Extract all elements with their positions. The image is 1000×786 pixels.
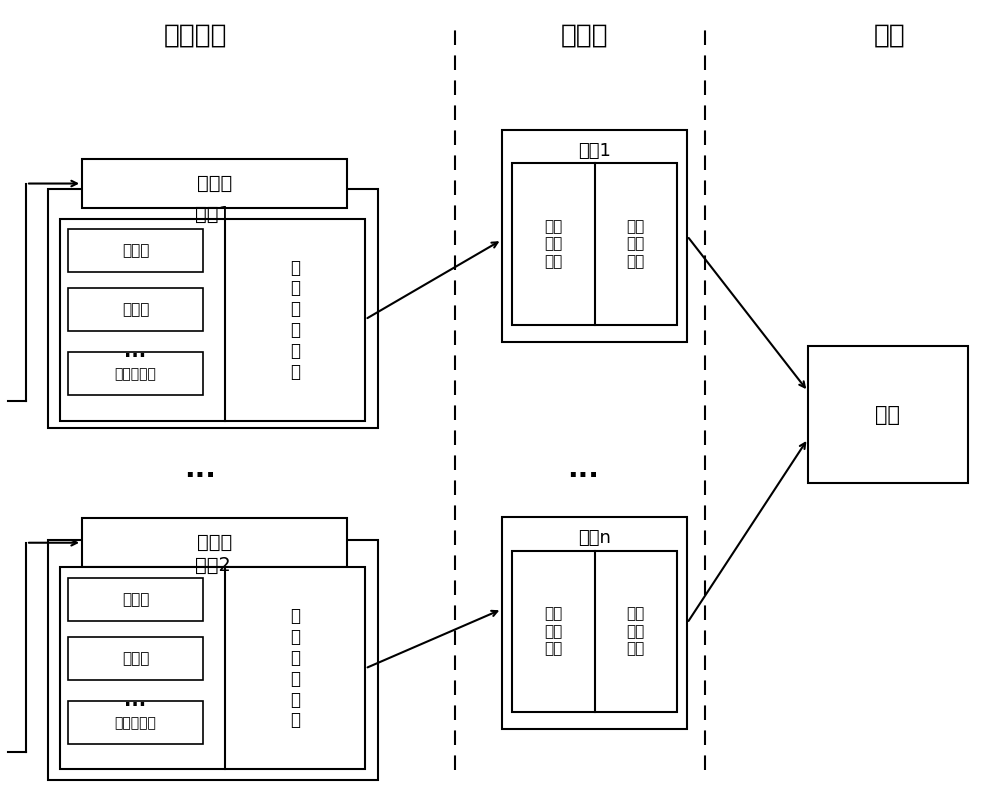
Bar [502,517,687,729]
Text: 脉搏传感器: 脉搏传感器 [115,367,156,380]
Text: 心电图: 心电图 [122,651,149,666]
Bar [82,159,347,208]
Bar [68,288,203,331]
Text: 脑电图: 脑电图 [122,243,149,258]
Text: 汇集器层: 汇集器层 [163,22,227,49]
Bar [68,229,203,272]
Text: 基站: 基站 [874,22,906,49]
Text: 簇头层: 簇头层 [561,22,609,49]
Text: 数据
传输
模块: 数据 传输 模块 [627,607,645,656]
Text: 数
据
判
断
模
块: 数 据 判 断 模 块 [290,608,300,729]
Bar [68,637,203,680]
Text: ···: ··· [124,696,147,715]
Text: ···: ··· [567,461,599,490]
Text: 簇头1: 簇头1 [578,142,611,160]
Text: 数
据
判
断
模
块: 数 据 判 断 模 块 [290,259,300,380]
Text: 心电图: 心电图 [122,302,149,317]
Bar [60,219,365,421]
Bar [808,346,968,483]
Bar [82,518,347,567]
Text: 汇集器: 汇集器 [197,533,232,553]
Bar [60,567,365,769]
Text: ···: ··· [184,461,216,490]
Text: 数据
处理
模块: 数据 处理 模块 [544,607,562,656]
Bar [68,578,203,621]
Bar [512,163,677,325]
Text: 用户1: 用户1 [195,205,231,224]
Text: 脑电图: 脑电图 [122,592,149,607]
Text: 脉搏传感器: 脉搏传感器 [115,716,156,729]
Bar [48,189,378,428]
Text: 汇集器: 汇集器 [197,174,232,193]
Text: 基站: 基站 [876,405,900,424]
Text: 数据
传输
模块: 数据 传输 模块 [627,219,645,269]
Bar [502,130,687,342]
Bar [512,551,677,712]
Text: ···: ··· [124,347,147,366]
Text: 数据
处理
模块: 数据 处理 模块 [544,219,562,269]
Bar [48,540,378,780]
Bar [68,701,203,744]
Text: 簇头n: 簇头n [578,530,611,547]
Text: 用户2: 用户2 [195,556,231,575]
Bar [68,352,203,395]
